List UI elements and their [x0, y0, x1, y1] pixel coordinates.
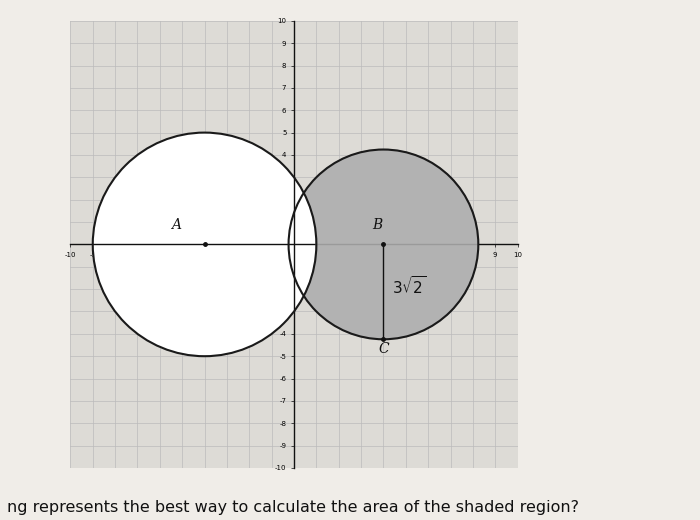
Text: $3\sqrt{2}$: $3\sqrt{2}$ [393, 275, 427, 296]
Text: A: A [171, 218, 181, 232]
Text: C: C [378, 342, 388, 356]
Circle shape [93, 133, 316, 356]
Circle shape [288, 150, 478, 339]
Text: ng represents the best way to calculate the area of the shaded region?: ng represents the best way to calculate … [7, 500, 579, 515]
Polygon shape [304, 150, 478, 339]
Text: B: B [372, 218, 382, 232]
